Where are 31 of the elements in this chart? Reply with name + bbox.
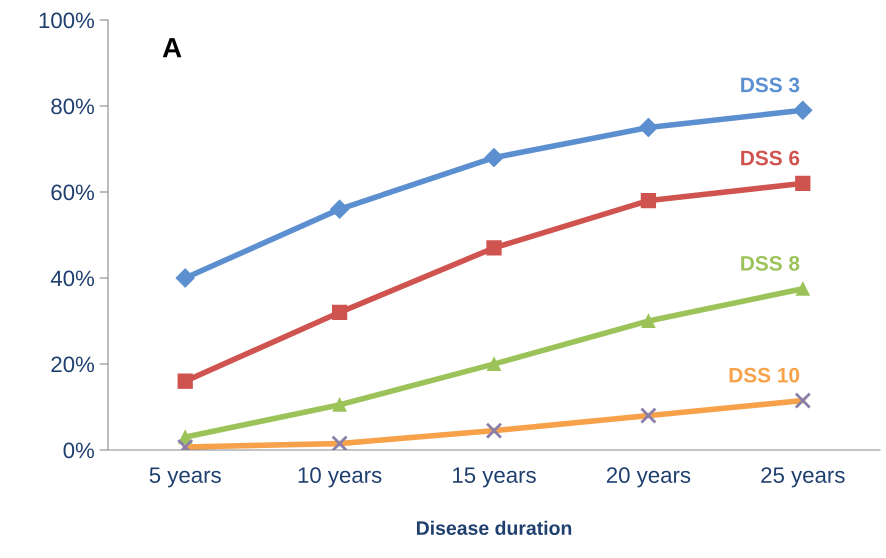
annotation: A — [162, 38, 182, 58]
point — [486, 240, 502, 256]
series-label: DSS 3 — [741, 78, 800, 92]
x-tick-label: 25 years — [761, 467, 845, 488]
point — [487, 357, 501, 371]
x-tick-label: 5 years — [150, 467, 221, 488]
x-tick-label: 20 years — [606, 467, 690, 488]
point — [641, 314, 656, 328]
point — [330, 200, 350, 219]
point — [640, 192, 656, 208]
point — [178, 374, 193, 389]
point — [793, 100, 812, 120]
x-axis-title: Disease duration — [416, 520, 572, 535]
y-tick-label: 80% — [51, 98, 94, 114]
point — [176, 268, 195, 288]
series-label: DSS 10 — [730, 368, 800, 383]
series-label: DSS 8 — [741, 256, 800, 271]
point — [332, 304, 348, 320]
y-tick-label: 20% — [51, 356, 94, 372]
point — [484, 148, 504, 168]
y-tick-label: 60% — [51, 184, 94, 200]
point — [332, 398, 347, 412]
y-tick-label: 100% — [40, 12, 94, 28]
series-label: DSS 6 — [741, 150, 800, 166]
point — [638, 118, 658, 138]
x-tick-label: 15 years — [453, 467, 536, 488]
x-tick-label: 10 years — [298, 467, 382, 488]
y-tick-label: 40% — [50, 270, 94, 286]
point — [795, 176, 810, 192]
y-tick-label: 0% — [64, 442, 94, 458]
point — [796, 282, 810, 296]
